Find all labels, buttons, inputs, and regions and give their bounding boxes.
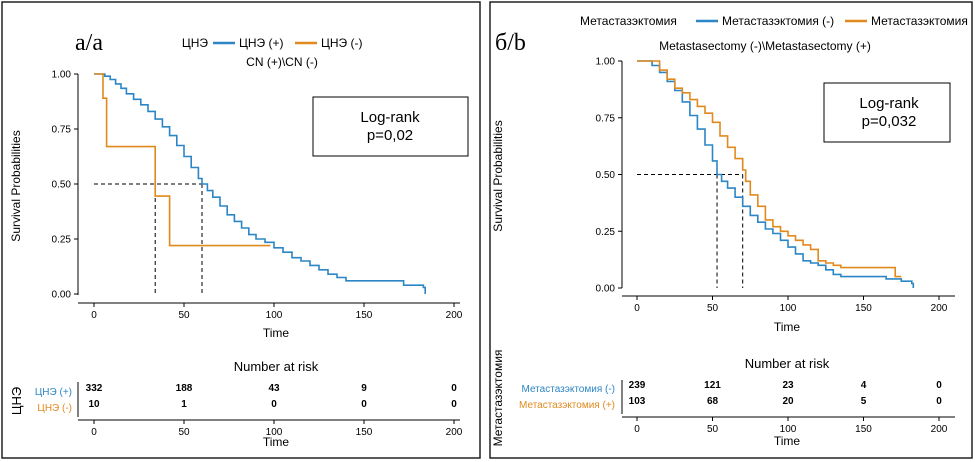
panel-b-ytick-label: 0.75 (596, 113, 616, 124)
panel-b-risk-value: 239 (629, 380, 646, 391)
panel-a-subtitle: CN (+)\CN (-) (246, 55, 318, 69)
panel-a-legend-label-1: ЦНЭ (+) (239, 36, 284, 50)
panel-a-label: а/a (75, 30, 103, 56)
panel-a-ytick-label: 0.50 (52, 180, 72, 191)
panel-b-ylabel: Survival Probabilities (491, 120, 505, 231)
panel-b-risk-ylabel: Метастазэктомия (491, 350, 505, 447)
panel-b-risk-xticks-label: 200 (931, 424, 948, 435)
panel-a-risk-xlabel: Time (263, 435, 290, 449)
panel-b-xticks-label: 100 (780, 303, 797, 314)
panel-b-risk-xticks-label: 100 (780, 424, 797, 435)
panel-b-risk-value: 68 (707, 396, 719, 407)
panel-b-risk-value: 23 (782, 380, 794, 391)
panel-a-risk-value: 1 (181, 399, 187, 410)
panel-a-risk-xticks-label: 50 (178, 427, 190, 438)
panel-b-xticks-label: 0 (634, 303, 640, 314)
panel-a-risk-row-label-2: ЦНЭ (-) (37, 403, 72, 414)
panel-b-legend: Метастазэктомия Метастазэктомия (-) Мета… (580, 14, 975, 28)
panel-a-risk-xticks-label: 150 (356, 427, 373, 438)
panel-b-subtitle: Metastasectomy (-)\Metastasectomy (+) (659, 39, 871, 53)
panel-b-risk-row-label-2: Метастазэктомия (+) (519, 400, 615, 411)
panel-a-risk-value: 188 (176, 383, 193, 394)
panel-a-logrank-p: p=0,02 (367, 127, 413, 144)
panel-b-xticks-label: 150 (855, 303, 872, 314)
panel-a-logrank-box (312, 96, 469, 157)
panel-b-xticks-label: 50 (707, 303, 719, 314)
panel-a-risk-xticks-label: 200 (446, 427, 463, 438)
panel-a-risk-value: 0 (451, 399, 457, 410)
panel-b-ytick-label: 1.00 (596, 57, 616, 68)
panel-a-risk-value: 10 (88, 399, 100, 410)
panel-a-risk-value: 0 (361, 399, 367, 410)
panel-a-xlabel: Time (263, 326, 290, 340)
panel-b-logrank-p: p=0,032 (862, 113, 917, 130)
panel-b-risk-xlabel: Time (774, 434, 801, 448)
panel-a-risk-title: Number at risk (234, 359, 319, 374)
panel-b-risk-row-label-1: Метастазэктомия (-) (522, 384, 615, 395)
panel-a-legend-label-2: ЦНЭ (-) (321, 36, 363, 50)
panel-b-logrank-box (823, 82, 951, 143)
panel-b-legend-label-1: Метастазэктомия (-) (722, 14, 834, 28)
panel-a-xticks-label: 200 (446, 310, 463, 321)
panel-a-risk-value: 9 (361, 383, 367, 394)
panel-b-curve-2 (637, 60, 902, 278)
panel-b-risk-value: 121 (704, 380, 721, 391)
panel-b-risk-xticks-label: 0 (634, 424, 640, 435)
panel-b-risk-xticks-label: 50 (707, 424, 719, 435)
panel-a-ytick-label: 0.00 (52, 290, 72, 301)
panel-a-logrank-title: Log-rank (360, 109, 420, 126)
panel-b-risk-value: 5 (861, 396, 867, 407)
panel-b-ytick-label: 0.50 (596, 170, 616, 181)
panel-b-legend-label-2: Метастазэктомия (+) (871, 14, 975, 28)
panel-a-ytick-label: 0.25 (52, 235, 72, 246)
panel-b-xlabel: Time (774, 320, 801, 334)
panel-b-risk-value: 20 (782, 396, 794, 407)
panel-b-risk-value: 4 (861, 380, 867, 391)
panel-a-frame (1, 1, 481, 459)
panel-a-risk-row-label-1: ЦНЭ (+) (35, 387, 72, 398)
panel-a-xticks-label: 100 (266, 310, 283, 321)
panel-b-xticks-label: 200 (931, 303, 948, 314)
panel-a-curve-2 (94, 73, 271, 247)
panel-a-ytick-label: 0.75 (52, 125, 72, 136)
panel-b-label: б/b (495, 30, 526, 56)
panel-b-risk-value: 0 (936, 396, 942, 407)
panel-a-xticks-label: 150 (356, 310, 373, 321)
panel-a-risk-value: 0 (451, 383, 457, 394)
panel-a-ytick-label: 1.00 (52, 70, 72, 81)
panel-b-risk-xticks-label: 150 (855, 424, 872, 435)
panel-a-risk-value: 0 (271, 399, 277, 410)
panel-b-legend-title: Метастазэктомия (580, 14, 677, 28)
panel-b-frame (489, 1, 973, 459)
panel-a-risk-xticks-label: 0 (91, 427, 97, 438)
panel-b-risk-value: 0 (936, 380, 942, 391)
panel-b-curve-1 (637, 60, 915, 288)
panel-b-logrank-title: Log-rank (859, 95, 919, 112)
panel-a-xticks-label: 0 (91, 310, 97, 321)
panel-a-risk-xticks-label: 100 (266, 427, 283, 438)
panel-a-risk-value: 43 (268, 383, 280, 394)
panel-a-xticks-label: 50 (178, 310, 190, 321)
panel-b-risk-value: 103 (629, 396, 646, 407)
panel-a-risk-value: 332 (86, 383, 103, 394)
panel-b-ytick-label: 0.25 (596, 227, 616, 238)
panel-b-ytick-label: 0.00 (596, 284, 616, 295)
panel-a-risk-ylabel: ЦНЭ (9, 387, 24, 415)
panel-a-legend-title: ЦНЭ (182, 36, 209, 50)
panel-b-risk-title: Number at risk (745, 356, 830, 371)
panel-a-curve-1 (94, 73, 426, 294)
panel-a-ylabel: Survival Probabilities (9, 130, 23, 241)
